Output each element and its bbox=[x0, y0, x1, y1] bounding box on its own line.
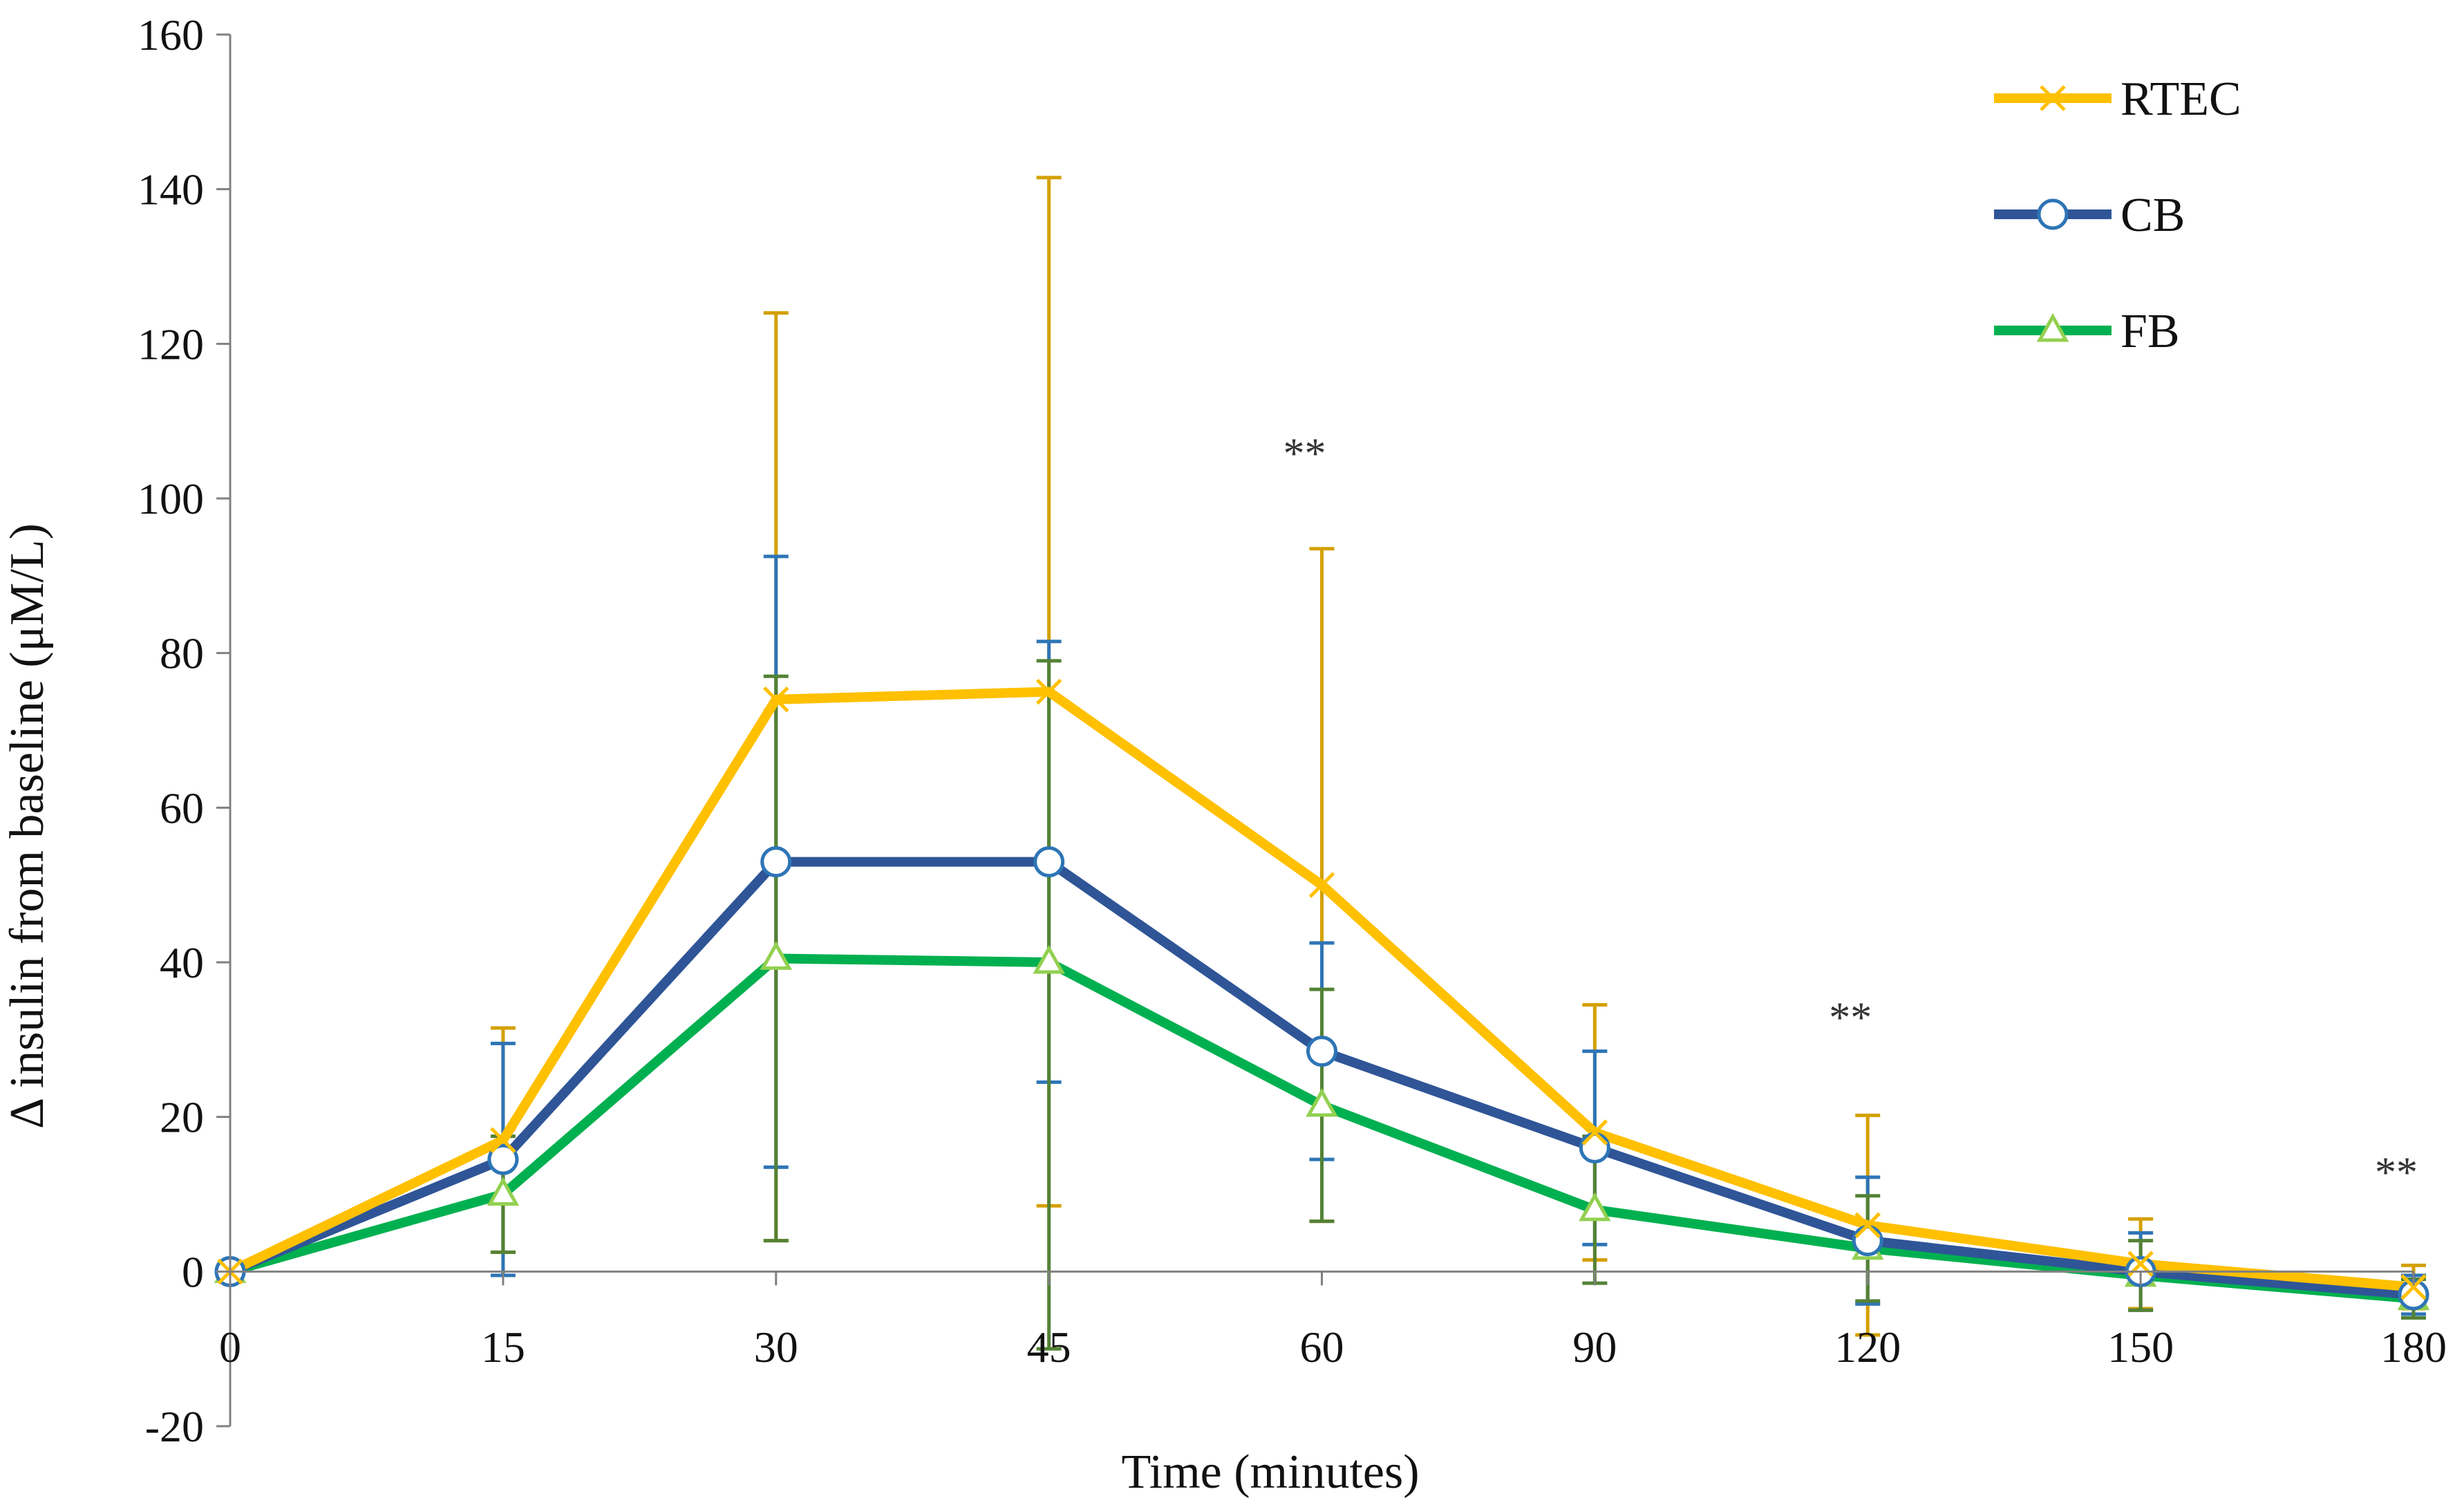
y-tick-label: 40 bbox=[160, 938, 204, 987]
rtec-point bbox=[1035, 678, 1062, 705]
y-tick-label: 140 bbox=[138, 165, 204, 214]
fb-point bbox=[1033, 944, 1065, 974]
fb-point bbox=[1579, 1192, 1611, 1222]
legend-marker-fb bbox=[2036, 312, 2069, 342]
rtec-point-stroke bbox=[1854, 1212, 1881, 1239]
y-tick-label: 100 bbox=[138, 474, 204, 523]
axes-layer: -20 0 20 40 60 80 100 120 140 160 0 15 30 45 60 90 120 15… bbox=[138, 10, 2447, 1451]
significance-annotation: ** bbox=[1283, 430, 1326, 477]
rtec-point-stroke bbox=[1308, 872, 1335, 898]
rtec-point bbox=[490, 1127, 516, 1153]
rtec-point-stroke bbox=[490, 1127, 516, 1153]
x-tick-label: 90 bbox=[1572, 1322, 1617, 1372]
x-tick-label: 150 bbox=[2107, 1322, 2174, 1372]
y-axis-title: Δ insulin from baseline (μM/L) bbox=[1, 523, 54, 1129]
x-tick-label: 45 bbox=[1027, 1322, 1071, 1372]
annotations-layer: ** ** ** bbox=[1283, 430, 2418, 1196]
legend-label-rtec: RTEC bbox=[2120, 73, 2241, 126]
legend: RTEC CB FB bbox=[1994, 73, 2241, 358]
rtec-point-stroke bbox=[1581, 1119, 1608, 1146]
y-tick-label: -20 bbox=[145, 1402, 204, 1451]
rtec-point bbox=[1854, 1212, 1881, 1239]
fb-point bbox=[1306, 1087, 1338, 1117]
legend-marker-rtec bbox=[2040, 85, 2066, 111]
rtec-point bbox=[762, 686, 789, 713]
x-axis-title: Time (minutes) bbox=[1121, 1446, 1419, 1499]
x-tick-label: 60 bbox=[1300, 1322, 1344, 1372]
x-tick-label: 30 bbox=[754, 1322, 798, 1372]
x-tick-label: 120 bbox=[1834, 1322, 1901, 1372]
y-tick-label: 60 bbox=[160, 783, 204, 832]
fb-point bbox=[760, 941, 793, 970]
legend-label-fb: FB bbox=[2120, 305, 2180, 358]
y-tick-label: 80 bbox=[160, 629, 204, 678]
rtec-point-stroke bbox=[762, 686, 789, 713]
x-tick-label: 0 bbox=[219, 1322, 241, 1372]
rtec-point bbox=[1308, 872, 1335, 898]
cb-point bbox=[760, 846, 792, 878]
x-tick-label: 15 bbox=[481, 1322, 525, 1372]
cb-point bbox=[1852, 1225, 1883, 1257]
legend-label-cb: CB bbox=[2120, 189, 2185, 242]
cb-point bbox=[1306, 1036, 1337, 1067]
legend-marker-cb bbox=[2037, 198, 2069, 230]
cb-point bbox=[1033, 846, 1065, 878]
y-tick-label: 120 bbox=[138, 319, 204, 368]
rtec-point bbox=[1581, 1119, 1608, 1146]
legend-marker-rtec-stroke bbox=[2040, 85, 2066, 111]
significance-annotation: ** bbox=[1829, 995, 1872, 1042]
cb-point bbox=[1579, 1132, 1610, 1163]
cb-point bbox=[487, 1143, 519, 1175]
rtec-point-stroke bbox=[2400, 1273, 2427, 1300]
y-tick-label: 160 bbox=[138, 10, 204, 59]
rtec-point bbox=[2400, 1273, 2427, 1300]
y-tick-label: 0 bbox=[182, 1247, 204, 1296]
fb-point bbox=[487, 1177, 520, 1206]
significance-annotation: ** bbox=[2375, 1149, 2418, 1196]
rtec-point-stroke bbox=[1035, 678, 1062, 705]
y-tick-label: 20 bbox=[160, 1093, 204, 1142]
x-tick-label: 180 bbox=[2380, 1322, 2447, 1372]
